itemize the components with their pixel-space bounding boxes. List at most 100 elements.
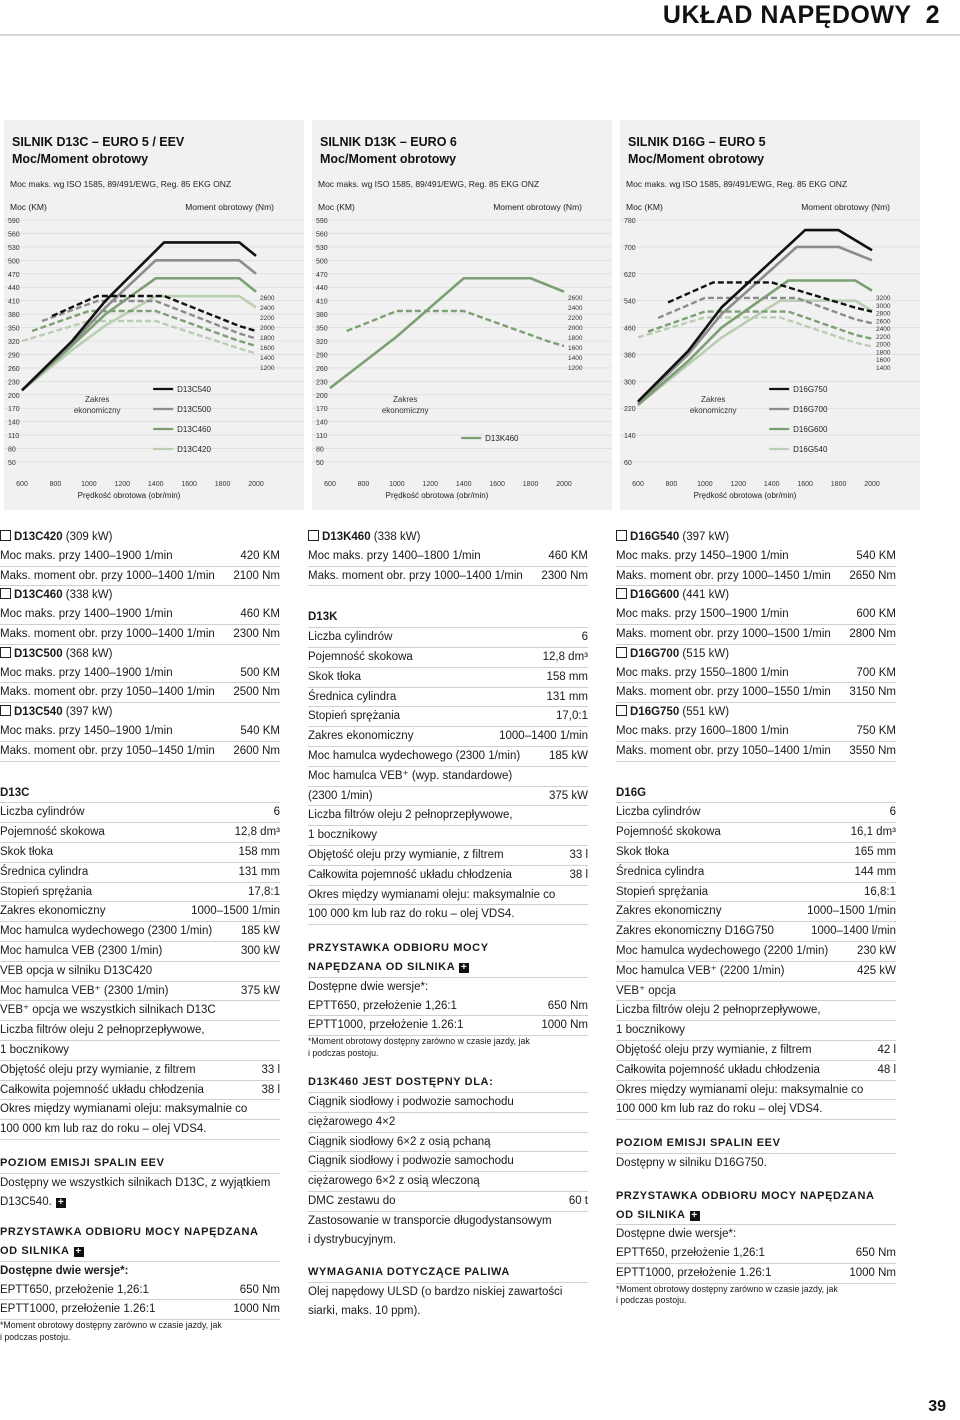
spec-row-value: 1000–1400 l/min (810, 925, 896, 938)
pto-note: *Moment obrotowy dostępny zarówno w czas… (616, 1283, 838, 1294)
y-tick-label: 350 (8, 326, 20, 333)
divider (616, 702, 896, 704)
y-tick-label: 350 (316, 326, 328, 333)
spec-row-value: 33 l (261, 1063, 280, 1076)
x-tick-label: 1000 (389, 481, 405, 488)
chart-heading: SILNIK D13C – EURO 5 / EEV (12, 135, 185, 149)
legend-label: D16G600 (793, 425, 828, 434)
checkbox-icon (0, 646, 11, 658)
y-tick-label: 200 (316, 393, 328, 400)
torque-curve (647, 310, 873, 340)
power-value: 540 KM (856, 549, 896, 562)
page-number: 39 (928, 1398, 946, 1415)
spec-row-value: 425 kW (857, 964, 896, 977)
power-label: Moc maks. przy 1400–1900 1/min (0, 608, 173, 621)
spec-row: Moc hamulca VEB (2300 1/min) 300 kW (0, 942, 280, 961)
divider (308, 1131, 588, 1133)
x-axis-label: Prędkość obrotowa (obr/min) (386, 491, 489, 500)
divider (616, 921, 896, 923)
y2-tick-label: 1600 (876, 357, 891, 364)
plus-icon: + (73, 1246, 84, 1258)
power-value: 420 KM (240, 549, 280, 562)
pto-title-2: NAPĘDZANA OD SILNIKA + (308, 958, 588, 977)
spec-row: Moc hamulca wydechowego (2300 1/min) 185 … (308, 747, 588, 766)
divider (308, 864, 588, 866)
spec-row-label: (2300 1/min) (308, 789, 373, 802)
torque-curve (667, 281, 873, 313)
right-axis-label: Moment obrotowy (Nm) (185, 202, 274, 212)
y-tick-label: 60 (624, 460, 632, 467)
pto-list: EPTT650, przełożenie 1,26:1 650 Nm EPTT100… (308, 997, 588, 1037)
y-tick-label: 80 (8, 447, 16, 454)
chart-d13c: 590 560 530 500 470 440 410 380 350 320 290 260 230 2… (4, 218, 304, 500)
spec-row-label: Okres między wymianami oleju: maksymalni… (308, 888, 556, 901)
divider (616, 960, 896, 962)
torque-curve (657, 296, 873, 325)
spec-row-label: Średnica cylindra (308, 690, 397, 703)
torque-row: Maks. moment obr. przy 1000–1500 1/min 28… (616, 625, 896, 644)
legend-label: D13C420 (177, 445, 211, 454)
model-name: D13C420 (14, 531, 63, 543)
legend-label: D13C460 (177, 425, 211, 434)
spec-row-label: Liczba filtrów oleju 2 pełnoprzepływowe, (308, 809, 513, 822)
y-tick-label: 530 (316, 245, 328, 252)
spec-row-label: Skok tłoka (308, 670, 362, 683)
y-tick-label: 410 (8, 299, 20, 306)
top-bar: UKŁAD NAPĘDOWY 2 (0, 0, 960, 34)
emission-text-end: D13C540. (0, 1195, 52, 1208)
model-name: D16G750 (630, 706, 680, 719)
legend-label: D13C500 (177, 405, 211, 414)
right-axis-label: Moment obrotowy (Nm) (801, 202, 890, 212)
spec-row-label: Zakres ekonomiczny (0, 905, 106, 918)
spec-row-label: Pojemność skokowa (308, 650, 413, 663)
y-tick-label: 140 (316, 420, 328, 427)
torque-curve (31, 309, 257, 348)
spec-row-label: Średnica cylindra (616, 865, 705, 878)
spec-row: Objętość oleju przy wymianie, z filtrem 3… (308, 846, 588, 865)
divider (0, 960, 280, 962)
divider (0, 1299, 280, 1301)
y2-tick-label: 2000 (568, 325, 583, 332)
spec-row-label: 100 000 km lub raz do roku – olej VDS4. (0, 1123, 207, 1136)
x-tick-label: 2000 (556, 481, 572, 488)
divider (0, 760, 280, 762)
spec-row-label: Średnica cylindra (0, 865, 89, 878)
power-curve (21, 259, 257, 392)
model-list: D13C420 (309 kW) Moc maks. przy 1400–1900… (0, 528, 280, 762)
plus-icon: + (689, 1209, 700, 1221)
pto-row-label: EPTT1000, przełożenie 1.26:1 (616, 1266, 772, 1279)
y-tick-label: 320 (316, 339, 328, 346)
x-tick-label: 2000 (864, 481, 880, 488)
torque-value: 2650 Nm (849, 569, 896, 582)
y-tick-label: 170 (316, 406, 328, 413)
spec-row-value: 6 (889, 806, 896, 819)
y2-tick-label: 2600 (260, 295, 275, 302)
spec-row-value: 6 (581, 631, 588, 644)
chart-heading: SILNIK D16G – EURO 5 (628, 135, 766, 149)
divider (308, 1190, 588, 1192)
divider (308, 904, 588, 906)
y2-tick-label: 2400 (568, 305, 583, 312)
pto-row-value: 650 Nm (855, 1247, 896, 1260)
x-tick-label: 1400 (764, 481, 780, 488)
divider (0, 1059, 280, 1061)
pto-title-end: NAPĘDZANA OD SILNIKA (308, 960, 456, 973)
y-tick-label: 230 (316, 379, 328, 386)
y-tick-label: 700 (624, 245, 636, 252)
torque-value: 2300 Nm (541, 569, 588, 582)
spec-row-value: 42 l (877, 1043, 896, 1056)
torque-label: Maks. moment obr. przy 1050–1450 1/min (0, 744, 215, 757)
y2-tick-label: 2200 (568, 315, 583, 322)
model-kw: (441 kW) (679, 589, 730, 602)
spec-row-value: 300 kW (241, 944, 280, 957)
chart-subheading: Moc/Moment obrotowy (628, 152, 765, 166)
spec-row-label: Liczba cylindrów (616, 806, 701, 819)
torque-label: Maks. moment obr. przy 1000–1400 1/min (0, 569, 215, 582)
divider (616, 1000, 896, 1002)
y2-tick-label: 2000 (876, 342, 891, 349)
spec-row-label: VEB⁺ opcja we wszystkich silnikach D13C (0, 1004, 216, 1017)
power-label: Moc maks. przy 1500–1900 1/min (616, 608, 789, 621)
spec-row: VEB opcja w silniku D13C420 (0, 962, 280, 981)
spec-row-value: 38 l (261, 1083, 280, 1096)
divider (0, 861, 280, 863)
